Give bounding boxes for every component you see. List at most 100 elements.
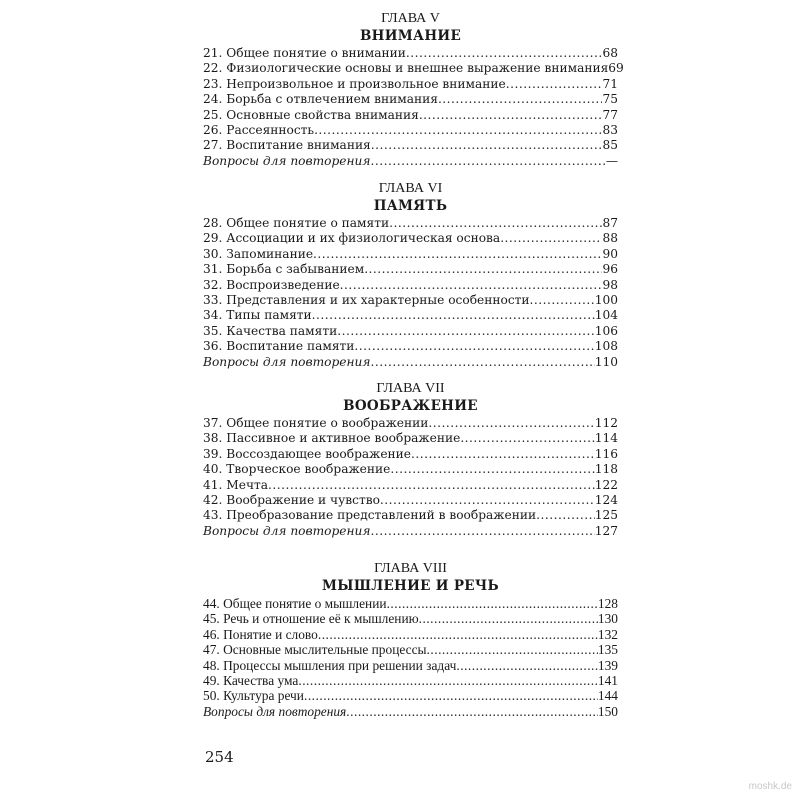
toc-entry-title: 33. Представления и их характерные особе… <box>203 292 530 307</box>
toc-entry-title: 39. Воссоздающее воображение <box>203 446 412 461</box>
toc-entry-title: 24. Борьба с отвлечением внимания <box>203 92 438 107</box>
toc-entry-page: 112 <box>594 416 618 430</box>
watermark: moshk.de <box>748 781 792 792</box>
toc-entry[interactable]: 41. Мечта 122 <box>203 478 618 493</box>
toc-entry[interactable]: 35. Качества памяти 106 <box>203 324 618 339</box>
toc-entry-page: 104 <box>594 308 618 323</box>
toc-entry[interactable]: 30. Запоминание 90 <box>203 247 618 262</box>
toc-entry-page: 75 <box>602 92 618 107</box>
dot-leader <box>428 416 594 431</box>
toc-entry[interactable]: 27. Воспитание внимания 85 <box>203 138 618 153</box>
dot-leader <box>370 355 594 370</box>
toc-entry-title: 22. Физиологические основы и внешнее выр… <box>203 61 609 76</box>
toc-entry[interactable]: 22. Физиологические основы и внешнее выр… <box>203 61 624 76</box>
dot-leader <box>314 123 602 138</box>
toc-entry-page: 71 <box>602 76 618 91</box>
dot-leader <box>506 77 603 92</box>
toc-entry[interactable]: Вопросы для повторения 110 <box>203 355 618 370</box>
toc-entry-title: Вопросы для повторения <box>203 153 371 168</box>
toc-entry-title: 50. Культура речи <box>203 688 304 704</box>
dot-leader <box>380 493 595 508</box>
dot-leader <box>370 154 605 169</box>
toc-entry-page: 108 <box>594 339 618 354</box>
dot-leader <box>304 688 598 703</box>
toc-entry-page: 122 <box>594 477 618 492</box>
toc-entry-title: 42. Воображение и чувство <box>203 492 380 507</box>
toc-entry-page: 144 <box>597 688 618 704</box>
dot-leader <box>370 524 594 539</box>
dot-leader <box>419 611 598 626</box>
dot-leader <box>337 324 595 339</box>
toc-entry-page: 135 <box>597 642 618 658</box>
toc-entry[interactable]: 42. Воображение и чувство 124 <box>203 493 618 508</box>
toc-entry[interactable]: 44. Общее понятие о мышлении 128 <box>203 596 618 611</box>
toc-entry-page: 96 <box>602 262 618 277</box>
toc-entry[interactable]: 47. Основные мыслительные процессы 135 <box>203 642 618 657</box>
toc-entry-title: 38. Пассивное и активное воображение <box>203 431 461 446</box>
toc-entry-title: 32. Воспроизведение <box>203 277 340 292</box>
chapter-6-section: ГЛАВА VI ПАМЯТЬ 28. Общее понятие о памяти… <box>203 180 618 370</box>
toc-entry[interactable]: 24. Борьба с отвлечением внимания 75 <box>203 92 618 107</box>
dot-leader <box>387 596 598 611</box>
toc-entry-page: 106 <box>594 323 618 338</box>
toc-entry-page: 127 <box>594 523 618 538</box>
chapter-label: ГЛАВА V <box>381 11 440 26</box>
toc-entry[interactable]: 36. Воспитание памяти 108 <box>203 339 618 354</box>
dot-leader <box>456 658 598 673</box>
chapter-title: ВНИМАНИЕ <box>359 28 462 44</box>
toc-entry[interactable]: 28. Общее понятие о памяти 87 <box>203 216 618 231</box>
toc-entry-title: 48. Процессы мышления при решении задач <box>203 657 457 673</box>
toc-entry[interactable]: 43. Преобразование представлений в вообр… <box>203 508 618 523</box>
toc-entry[interactable]: 50. Культура речи 144 <box>203 688 618 703</box>
toc-entry-page: 69 <box>608 61 624 76</box>
toc-entry[interactable]: 40. Творческое воображение 118 <box>203 462 618 477</box>
toc-entry-title: 43. Преобразование представлений в вообр… <box>203 508 537 523</box>
toc-entry-title: 44. Общее понятие о мышлении <box>203 596 387 611</box>
toc-entry[interactable]: 39. Воссоздающее воображение 116 <box>203 447 618 462</box>
dot-leader <box>536 508 595 523</box>
toc-entry[interactable]: 31. Борьба с забыванием 96 <box>203 262 618 277</box>
toc-entry-page: 87 <box>602 216 618 230</box>
toc-entry[interactable]: 45. Речь и отношение её к мышлению 130 <box>203 611 618 626</box>
chapter-5-section: ГЛАВА V ВНИМАНИЕ 21. Общее понятие о внима… <box>203 10 624 169</box>
toc-entry-page: 114 <box>594 431 618 446</box>
chapter-title: МЫШЛЕНИЕ И РЕЧЬ <box>322 578 499 594</box>
chapter-label: ГЛАВА VIII <box>374 561 447 576</box>
toc-entry[interactable]: 46. Понятие и слово 132 <box>203 627 618 642</box>
toc-entry-title: 34. Типы памяти <box>203 308 312 323</box>
toc-entry[interactable]: 29. Ассоциации и их физиологическая осно… <box>203 231 618 246</box>
toc-entry[interactable]: 48. Процессы мышления при решении задач 1… <box>203 658 618 673</box>
toc-entry-title: 25. Основные свойства внимания <box>203 107 419 122</box>
toc-entry[interactable]: 21. Общее понятие о внимании 68 <box>203 46 618 61</box>
toc-entry[interactable]: 49. Качества ума 141 <box>203 673 618 688</box>
toc-entry-title: 40. Творческое воображение <box>203 462 391 477</box>
toc-entry[interactable]: 37. Общее понятие о воображении 112 <box>203 416 618 431</box>
toc-entry[interactable]: 25. Основные свойства внимания 77 <box>203 108 618 123</box>
toc-entry[interactable]: 32. Воспроизведение 98 <box>203 278 618 293</box>
toc-entry-title: 21. Общее понятие о внимании <box>203 46 406 60</box>
toc-entry-page: 77 <box>602 107 618 122</box>
toc-entry[interactable]: Вопросы для повторения — <box>203 154 618 169</box>
toc-entry[interactable]: 26. Рассеянность 83 <box>203 123 618 138</box>
dot-leader <box>312 308 595 323</box>
toc-entry-page: 125 <box>594 508 618 523</box>
toc-entry-page: 130 <box>597 611 618 627</box>
toc-entry[interactable]: 23. Непроизвольное и произвольное вниман… <box>203 77 618 92</box>
chapter-7-section: ГЛАВА VII ВООБРАЖЕНИЕ 37. Общее понятие о … <box>203 380 618 539</box>
toc-entry[interactable]: 34. Типы памяти 104 <box>203 308 618 323</box>
toc-entry[interactable]: 38. Пассивное и активное воображение 114 <box>203 431 618 446</box>
toc-entry[interactable]: Вопросы для повторения 127 <box>203 524 618 539</box>
page-number: 254 <box>205 748 234 766</box>
toc-entry-title: 35. Качества памяти <box>203 323 338 338</box>
toc-entry-title: 23. Непроизвольное и произвольное вниман… <box>203 76 506 91</box>
toc-entry-page: 116 <box>594 446 618 461</box>
toc-entry-page: 110 <box>594 354 618 369</box>
dot-leader <box>419 108 603 123</box>
toc-entry[interactable]: 33. Представления и их характерные особе… <box>203 293 618 308</box>
dot-leader <box>500 231 602 246</box>
toc-entry-title: 46. Понятие и слово <box>203 626 318 642</box>
toc-entry-page: 85 <box>602 138 618 153</box>
toc-entry-title: 27. Воспитание внимания <box>203 138 371 153</box>
toc-entry-page: 100 <box>594 292 618 307</box>
toc-entry[interactable]: Вопросы для повторения 150 <box>203 704 618 719</box>
